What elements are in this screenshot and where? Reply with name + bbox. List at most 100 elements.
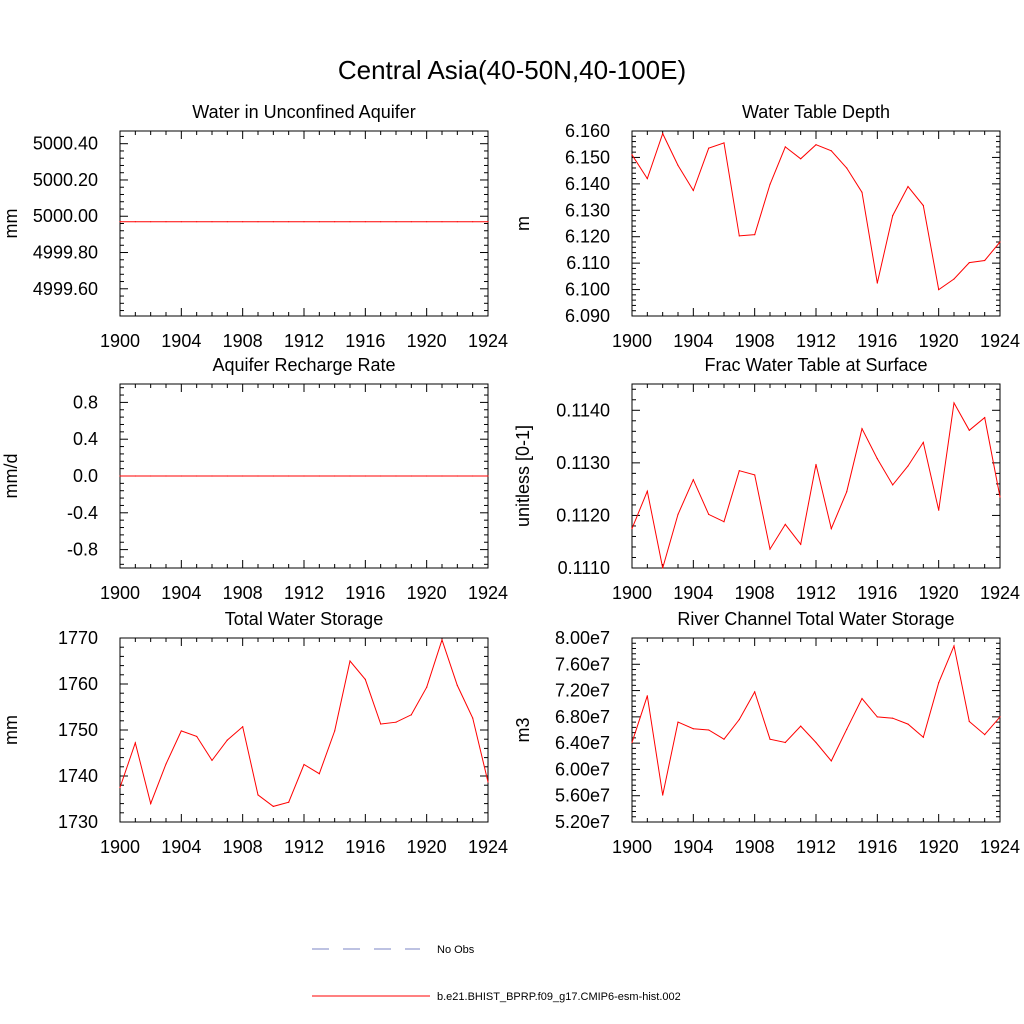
data-point: [754, 234, 756, 236]
data-point: [165, 763, 167, 765]
y-tick-label: 6.110: [566, 253, 610, 273]
data-point: [472, 221, 474, 223]
data-point: [892, 484, 894, 486]
data-point: [119, 786, 121, 789]
data-point: [380, 723, 382, 725]
series-line: [631, 401, 1001, 569]
data-point: [487, 475, 489, 477]
data-point: [441, 221, 443, 223]
data-point: [662, 794, 664, 796]
data-point: [631, 527, 633, 530]
x-tick-label: 1912: [284, 837, 324, 857]
data-point: [907, 723, 909, 725]
data-point: [303, 221, 305, 223]
data-point: [380, 221, 382, 223]
legend-label-model: b.e21.BHIST_BPRP.f09_g17.CMIP6-esm-hist.…: [437, 991, 681, 1003]
y-tick-label: 6.120: [565, 227, 610, 247]
data-point: [487, 221, 489, 223]
data-point: [472, 717, 474, 719]
y-tick-label: 6.160: [565, 121, 610, 141]
y-tick-label: 8.00e7: [555, 628, 610, 648]
data-point: [456, 684, 458, 686]
data-point: [754, 691, 756, 693]
series-line: [631, 644, 1001, 796]
data-point: [196, 221, 198, 223]
x-tick-label: 1920: [407, 583, 447, 603]
data-point: [288, 475, 290, 477]
data-point: [334, 730, 336, 732]
x-tick-label: 1904: [161, 583, 201, 603]
figure-title: Central Asia(40-50N,40-100E): [337, 55, 687, 85]
plot-frame: [119, 637, 489, 823]
data-point: [738, 235, 740, 237]
x-tick-label: 1908: [735, 331, 775, 351]
data-point: [984, 417, 986, 419]
data-point: [938, 509, 940, 511]
y-tick-label: 7.60e7: [555, 654, 610, 674]
data-point: [257, 475, 259, 477]
y-tick-label: 1750: [58, 720, 98, 740]
data-point: [441, 639, 443, 641]
data-point: [968, 720, 970, 723]
data-point: [196, 735, 198, 738]
y-tick-label: 5000.00: [33, 206, 98, 226]
data-point: [999, 241, 1001, 243]
x-tick-label: 1924: [468, 837, 508, 857]
y-tick-label: 1770: [58, 628, 98, 648]
data-point: [165, 475, 167, 477]
data-point: [815, 463, 817, 466]
data-point: [226, 739, 228, 741]
data-point: [784, 146, 786, 148]
data-point: [922, 736, 924, 738]
x-tick-label: 1924: [980, 331, 1020, 351]
y-tick-label: 1740: [58, 766, 98, 786]
data-point: [800, 543, 802, 545]
data-point: [662, 133, 664, 135]
y-tick-label: 6.130: [565, 200, 610, 220]
data-point: [922, 441, 924, 443]
data-point: [242, 221, 244, 223]
data-point: [861, 191, 863, 193]
data-point: [646, 695, 648, 697]
data-point: [318, 221, 320, 223]
y-tick-label: 5.20e7: [555, 812, 610, 832]
data-point: [892, 717, 894, 719]
x-tick-label: 1904: [161, 331, 201, 351]
data-point: [815, 741, 817, 744]
x-tick-label: 1908: [735, 583, 775, 603]
data-point: [938, 682, 940, 684]
y-tick-label: 4999.60: [33, 279, 98, 299]
data-point: [708, 513, 710, 515]
y-tick-label: 6.090: [565, 306, 610, 326]
data-point: [769, 738, 771, 740]
y-tick-label: 6.150: [565, 147, 610, 167]
x-tick-label: 1916: [345, 583, 385, 603]
data-point: [846, 167, 848, 169]
data-point: [242, 726, 244, 728]
y-tick-label: 4999.80: [33, 243, 98, 263]
y-tick-label: -0.4: [67, 503, 98, 523]
data-point: [119, 475, 121, 477]
x-tick-label: 1904: [673, 837, 713, 857]
data-point: [456, 475, 458, 477]
data-point: [984, 734, 986, 736]
data-point: [426, 475, 428, 477]
x-tick-label: 1900: [100, 837, 140, 857]
data-point: [349, 475, 351, 477]
data-point: [364, 678, 366, 681]
x-tick-label: 1916: [857, 331, 897, 351]
data-point: [631, 154, 633, 156]
plot-frame: [631, 383, 1001, 569]
data-point: [242, 475, 244, 477]
data-point: [846, 728, 848, 730]
y-tick-label: 5.60e7: [555, 786, 610, 806]
x-tick-label: 1924: [468, 583, 508, 603]
y-tick-label: 0.4: [73, 429, 98, 449]
panel-title: Aquifer Recharge Rate: [212, 355, 395, 375]
plot-frame: [119, 130, 489, 317]
y-tick-label: 5000.20: [33, 170, 98, 190]
data-point: [410, 221, 412, 223]
panel-title: Frac Water Table at Surface: [704, 355, 927, 375]
data-point: [196, 475, 198, 477]
